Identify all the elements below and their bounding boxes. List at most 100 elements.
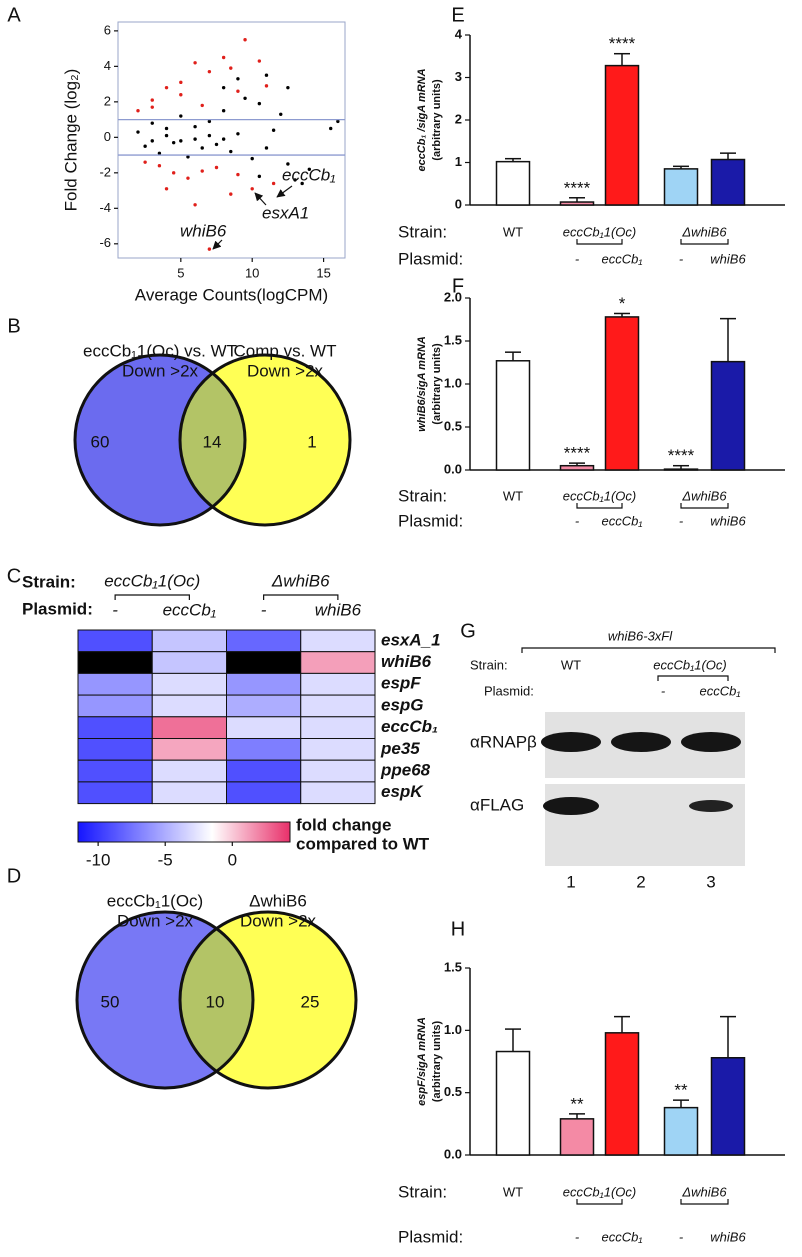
heat-cell	[151, 672, 227, 696]
heat-cell	[300, 716, 376, 739]
y-tick-label: 4	[104, 58, 111, 73]
point	[157, 151, 162, 156]
set-outline	[75, 910, 255, 1090]
point	[264, 146, 269, 150]
bracket	[576, 1199, 623, 1205]
point	[221, 137, 226, 141]
y-tick-label: -2	[99, 164, 111, 179]
y-axis-label: espF/sigA mRNA	[416, 1017, 428, 1106]
annotation: esxA1	[262, 203, 309, 222]
plasmid-label: eccCb₁	[602, 1229, 643, 1244]
set-label: Down >2x	[122, 361, 199, 380]
plasmid-label: whiB6	[710, 513, 746, 528]
point	[164, 133, 169, 138]
heat-cell	[300, 694, 376, 718]
set-outline	[178, 910, 358, 1090]
x-tick-label: 5	[177, 265, 184, 280]
point	[264, 73, 269, 77]
row-label: Plasmid:	[398, 249, 463, 268]
point	[236, 172, 240, 177]
bar	[663, 168, 699, 206]
y-tick-label: -6	[99, 235, 111, 250]
point	[193, 137, 197, 141]
panel-letter: D	[7, 865, 21, 887]
row-gene-label: esxA_1	[381, 630, 441, 649]
annotation: eccCb₁	[282, 165, 336, 184]
bar	[495, 1050, 531, 1156]
y-tick-label: 1.5	[444, 959, 462, 974]
plasmid-label: eccCb₁	[602, 513, 643, 528]
plasmid-label: -	[679, 1229, 684, 1244]
point	[179, 139, 183, 143]
point	[207, 247, 212, 251]
heat-cell	[300, 738, 376, 761]
row-label: Plasmid:	[398, 511, 463, 530]
set-outline	[73, 353, 247, 527]
lane-number: 2	[636, 872, 645, 891]
point	[157, 164, 162, 168]
point	[286, 162, 290, 166]
heat-cell	[151, 781, 227, 805]
point	[293, 178, 297, 182]
y-tick-label: 2	[104, 93, 111, 108]
set-label: eccCb₁1(Oc) vs. WT	[83, 341, 237, 360]
plasmid-label: -	[679, 513, 684, 528]
lane-number: 3	[706, 872, 715, 891]
significance: *	[619, 294, 626, 313]
point	[236, 89, 240, 93]
bracket	[680, 1199, 729, 1205]
point	[229, 192, 233, 196]
point	[236, 77, 240, 81]
heat-cell	[151, 716, 227, 739]
point	[200, 146, 204, 150]
y-axis-label: (arbitrary units)	[431, 1021, 443, 1103]
set-label: Comp vs. WT	[234, 341, 337, 360]
plasmid-label: eccCb₁	[163, 600, 217, 619]
bracket	[657, 675, 729, 681]
point	[307, 167, 312, 171]
bar	[559, 1118, 595, 1156]
colorbar-tick-label: -10	[86, 850, 111, 869]
strain-label: WT	[503, 224, 523, 239]
bracket	[576, 239, 623, 245]
point	[186, 155, 190, 159]
significance: ****	[668, 446, 695, 465]
heat-cell	[226, 759, 302, 783]
set-label: eccCb₁1(Oc)	[107, 891, 203, 910]
point	[179, 93, 183, 97]
set-label: ΔwhiB6	[249, 891, 307, 910]
heat-cell	[226, 716, 302, 739]
band	[543, 797, 599, 815]
point	[171, 140, 176, 145]
point	[179, 114, 183, 118]
point	[257, 174, 262, 179]
point	[143, 144, 147, 148]
point	[171, 171, 176, 175]
point	[214, 142, 219, 147]
y-tick-label: 2	[455, 111, 462, 126]
point	[236, 132, 240, 136]
point	[329, 126, 333, 131]
colorbar-label: compared to WT	[296, 834, 430, 853]
heat-cell	[77, 759, 153, 783]
row-gene-label: eccCb₁	[381, 717, 438, 736]
bar	[604, 1032, 640, 1156]
bar	[559, 464, 595, 471]
point	[207, 69, 212, 74]
heat-cell	[300, 651, 376, 674]
annotation-arrow	[254, 192, 267, 206]
strain-label: ΔwhiB6	[681, 224, 727, 239]
set-count: 50	[101, 992, 120, 1011]
overlap-count: 10	[206, 992, 225, 1011]
point	[150, 98, 154, 102]
band	[541, 732, 601, 752]
heat-cell	[77, 781, 153, 805]
plasmid-label: whiB6	[710, 251, 746, 266]
strain-label: eccCb₁1(Oc)	[563, 224, 636, 239]
y-tick-label: 0.5	[444, 1084, 462, 1099]
point	[257, 101, 262, 106]
strain-label: eccCb₁1(Oc)	[563, 488, 636, 503]
point	[193, 61, 197, 65]
point	[143, 160, 147, 164]
